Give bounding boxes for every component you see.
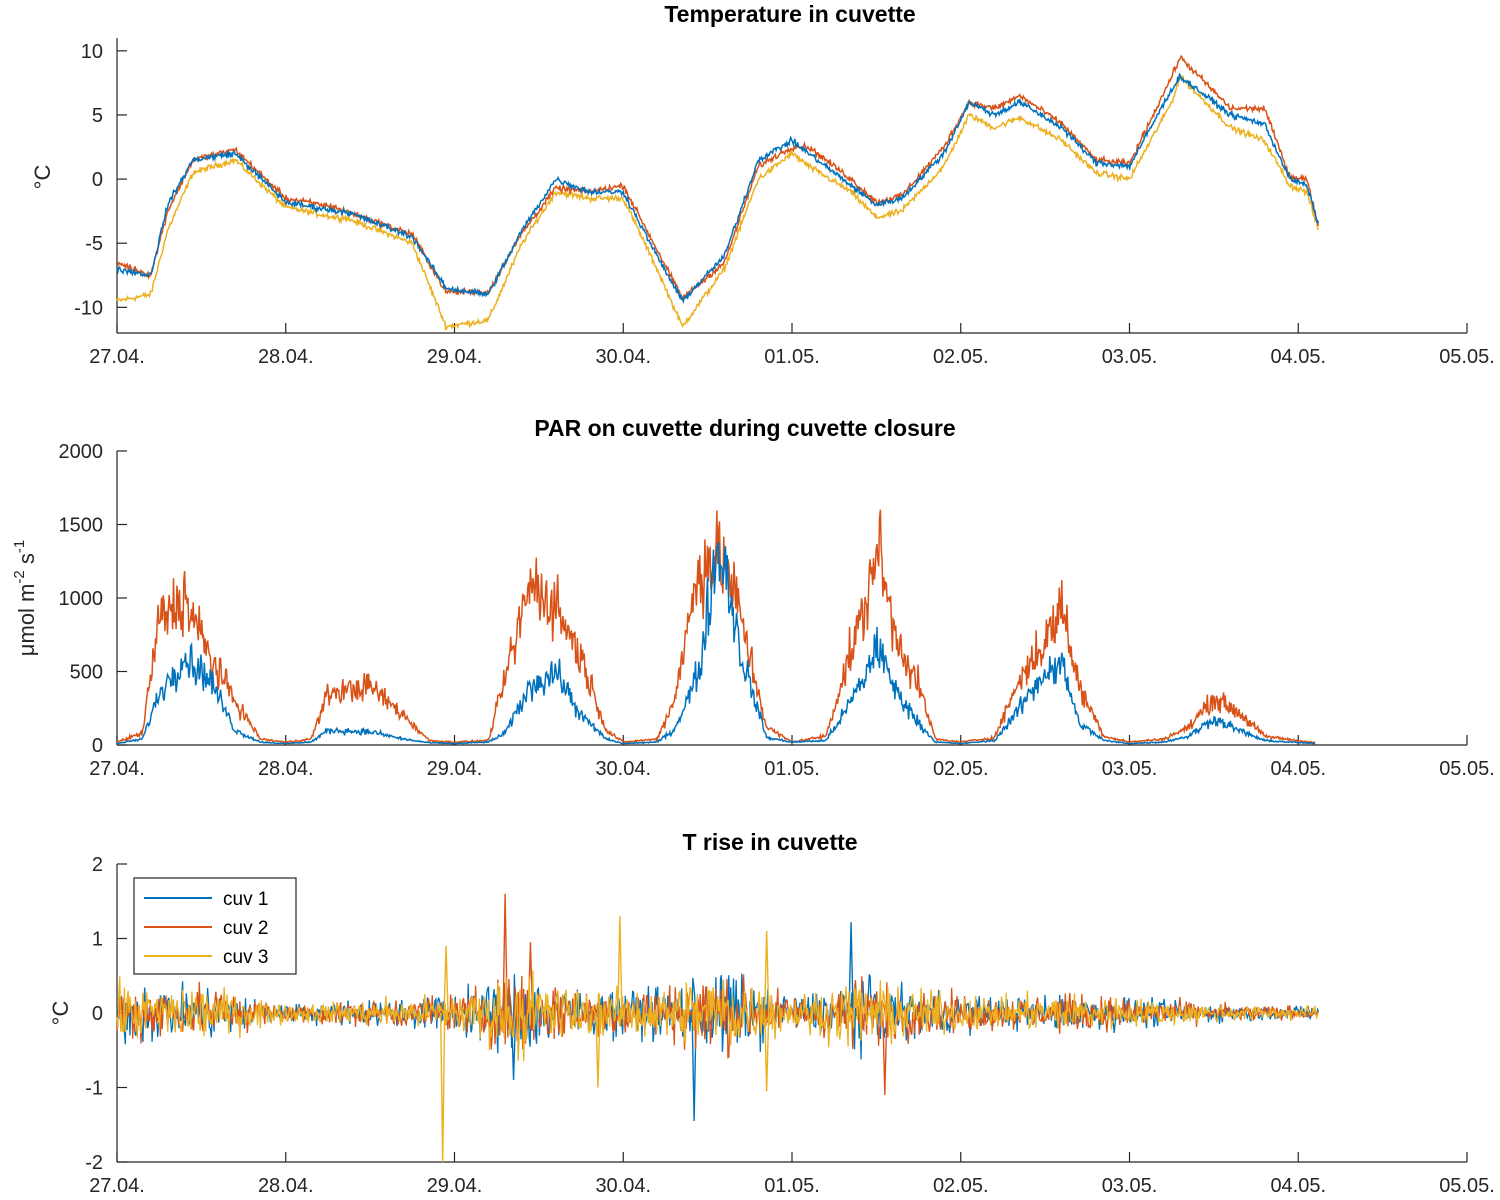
x-tick-label: 01.05. — [764, 758, 820, 780]
y-tick-label: 0 — [92, 1003, 103, 1025]
temperature-chart: Temperature in cuvette °C 10 5 0 -5 -10 27.04… — [30, 1, 1495, 368]
y-tick-label: 2000 — [59, 441, 104, 463]
x-tick-label: 27.04. — [89, 1175, 145, 1197]
x-tick-label: 02.05. — [933, 758, 989, 780]
series-line-cuv-1 — [116, 542, 1316, 745]
spike — [617, 916, 623, 1014]
legend-entry: cuv 3 — [223, 947, 268, 968]
y-tick-label: 0 — [92, 735, 103, 757]
x-tick-label: 03.05. — [1102, 1175, 1158, 1197]
x-tick-label: 30.04. — [595, 758, 651, 780]
y-tick-label: -2 — [85, 1152, 103, 1174]
x-tick-label: 30.04. — [595, 1175, 651, 1197]
spike — [763, 1012, 770, 1092]
y-tick-label: 500 — [70, 662, 103, 684]
y-axis-label: °C — [30, 165, 55, 190]
x-tick-label: 04.05. — [1270, 1175, 1326, 1197]
spike — [443, 945, 449, 1014]
spike — [502, 893, 508, 1014]
x-tick-label: 30.04. — [595, 346, 651, 368]
x-tick-label: 02.05. — [933, 1175, 989, 1197]
series-line-cuv-3 — [116, 970, 1320, 1062]
x-tick-label: 28.04. — [258, 1175, 314, 1197]
series-line-cuv-2 — [117, 54, 1320, 302]
x-tick-label: 02.05. — [933, 346, 989, 368]
x-tick-label: 27.04. — [89, 758, 145, 780]
spike — [595, 1012, 601, 1088]
spike — [439, 1012, 446, 1163]
legend: cuv 1 cuv 2 cuv 3 — [133, 877, 297, 975]
chart-title: Temperature in cuvette — [664, 1, 915, 27]
x-tick-label: 05.05. — [1439, 758, 1495, 780]
legend-entry: cuv 2 — [223, 918, 268, 939]
x-tick-label: 05.05. — [1439, 346, 1495, 368]
chart-title: T rise in cuvette — [682, 829, 857, 855]
spike — [848, 922, 854, 1014]
legend-entry: cuv 1 — [223, 889, 268, 910]
x-tick-label: 01.05. — [764, 346, 820, 368]
x-tick-label: 28.04. — [258, 346, 314, 368]
x-tick-label: 01.05. — [764, 1175, 820, 1197]
x-tick-label: 28.04. — [258, 758, 314, 780]
y-tick-label: -10 — [74, 297, 103, 319]
x-tick-label: 29.04. — [427, 1175, 483, 1197]
y-tick-label: 1500 — [59, 515, 104, 537]
spike — [882, 1012, 888, 1095]
x-tick-label: 29.04. — [427, 346, 483, 368]
x-tick-label: 03.05. — [1102, 758, 1158, 780]
y-tick-label: 2 — [92, 854, 103, 876]
y-tick-label: -1 — [85, 1078, 103, 1100]
series-line-cuv-1 — [116, 72, 1320, 304]
par-chart: PAR on cuvette during cuvette closure μm… — [11, 415, 1495, 780]
y-tick-label: 10 — [81, 41, 103, 63]
chart-title: PAR on cuvette during cuvette closure — [534, 415, 955, 441]
x-tick-label: 04.05. — [1270, 758, 1326, 780]
y-axis-label: μmol m-2 s-1 — [11, 540, 39, 656]
y-axis-label: °C — [48, 1001, 73, 1026]
y-tick-label: 5 — [92, 105, 103, 127]
spike — [763, 931, 770, 1014]
y-tick-label: 0 — [92, 169, 103, 191]
y-tick-label: 1000 — [59, 588, 104, 610]
x-tick-label: 05.05. — [1439, 1175, 1495, 1197]
x-tick-label: 27.04. — [89, 346, 145, 368]
x-tick-label: 29.04. — [427, 758, 483, 780]
series-line-cuv-2 — [116, 509, 1316, 744]
x-tick-label: 03.05. — [1102, 346, 1158, 368]
t-rise-chart: T rise in cuvette °C 2 1 0 -1 -227.04. 28.04.… — [48, 829, 1495, 1197]
y-tick-label: -5 — [85, 233, 103, 255]
y-tick-label: 1 — [92, 929, 103, 951]
x-tick-label: 04.05. — [1270, 346, 1326, 368]
series-line-cuv-3 — [116, 74, 1320, 331]
